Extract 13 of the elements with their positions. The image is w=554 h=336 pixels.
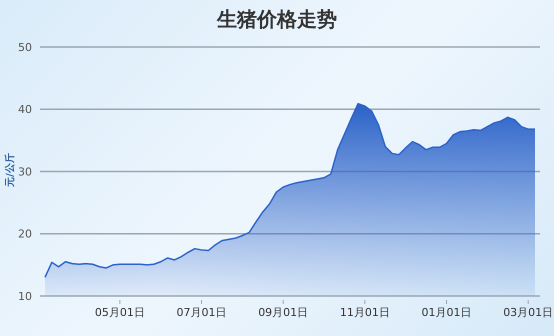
- y-tick-label: 50: [18, 40, 32, 54]
- x-tick-label: 05月01日: [94, 306, 145, 319]
- y-tick-label: 30: [18, 165, 32, 178]
- y-tick-label: 20: [18, 228, 32, 241]
- x-tick-label: 07月01日: [176, 306, 227, 319]
- y-tick-label: 10: [18, 290, 32, 303]
- chart-title: 生猪价格走势: [216, 6, 338, 33]
- x-tick-label: 03月01日: [503, 306, 554, 319]
- y-tick-label: 40: [18, 103, 32, 116]
- x-tick-label: 11月01日: [340, 306, 390, 319]
- x-tick-label: 09月01日: [258, 306, 308, 319]
- x-tick-label: 01月01日: [422, 306, 472, 319]
- y-axis-title: 元/公斤: [4, 153, 17, 187]
